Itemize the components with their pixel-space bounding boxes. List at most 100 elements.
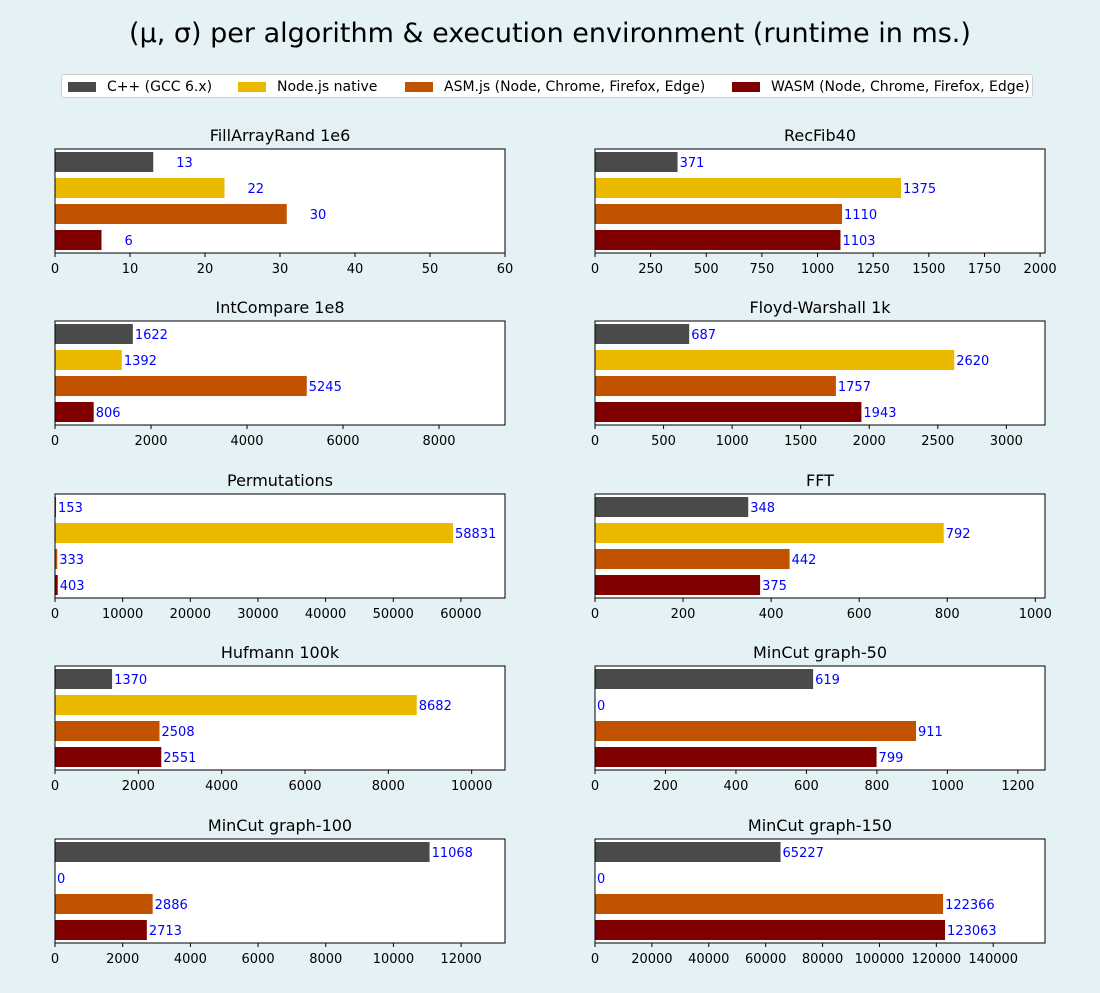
x-tick-label: 8000 — [309, 952, 342, 967]
x-tick-label: 40000 — [688, 952, 729, 967]
bar-value-label: 153 — [58, 501, 83, 516]
chart-panel: IntCompare 1e8 1622 1392 5245 806 0 2000 4000 60… — [51, 298, 506, 449]
chart-title: Hufmann 100k — [221, 643, 340, 662]
plot-frame — [54, 320, 506, 426]
x-tick-label: 800 — [864, 779, 889, 794]
x-tick-label: 1000 — [1019, 607, 1052, 622]
legend-item-asmjs: ASM.js (Node, Chrome, Firefox, Edge) — [405, 75, 705, 99]
x-tick-label: 10 — [122, 262, 139, 277]
bar-value-label: 5245 — [309, 380, 342, 395]
bar — [55, 204, 287, 224]
x-tick-label: 140000 — [968, 952, 1018, 967]
bar-value-label: 1943 — [863, 406, 896, 421]
chart-panel: Hufmann 100k 1370 8682 2508 2551 0 2000 4000 600… — [51, 643, 506, 794]
x-tick-label: 8000 — [372, 779, 405, 794]
legend-label-nodejs: Node.js native — [277, 79, 378, 95]
bar — [595, 842, 781, 862]
bar — [595, 721, 917, 741]
x-tick-label: 20 — [197, 262, 214, 277]
bar — [55, 920, 147, 940]
chart-panel: MinCut graph-50 619 0 911 799 0 200 400 600 800 10… — [591, 643, 1046, 794]
chart-title: Permutations — [227, 471, 333, 490]
bar-value-label: 0 — [57, 872, 65, 887]
x-tick-label: 200 — [653, 779, 678, 794]
bar-value-label: 806 — [96, 406, 121, 421]
legend-item-wasm: WASM (Node, Chrome, Firefox, Edge) — [732, 75, 1030, 99]
chart-panel: MinCut graph-150 65227 0 122366 123063 0 20000… — [591, 816, 1046, 967]
x-tick-label: 2000 — [134, 434, 167, 449]
x-tick-label: 0 — [591, 434, 599, 449]
bar-value-label: 442 — [792, 553, 817, 568]
chart-title: FFT — [806, 471, 834, 490]
bar-value-label: 371 — [680, 156, 705, 171]
x-tick-label: 0 — [591, 262, 599, 277]
x-tick-label: 1000 — [931, 779, 964, 794]
bar-value-label: 2620 — [956, 354, 989, 369]
chart-title: MinCut graph-100 — [208, 816, 352, 835]
bar — [55, 376, 307, 396]
bar-value-label: 0 — [597, 699, 605, 714]
bar — [55, 695, 417, 715]
bar-value-label: 792 — [946, 527, 971, 542]
bar — [55, 402, 94, 422]
bar-value-label: 2551 — [163, 751, 196, 766]
plot-frame — [594, 838, 1046, 944]
x-tick-label: 1000 — [801, 262, 834, 277]
x-tick-label: 800 — [935, 607, 960, 622]
chart-title: FillArrayRand 1e6 — [210, 126, 351, 145]
legend-swatch-nodejs — [238, 82, 266, 92]
bar — [55, 747, 162, 767]
x-tick-label: 500 — [694, 262, 719, 277]
bar — [55, 721, 160, 741]
x-tick-label: 0 — [51, 262, 59, 277]
x-tick-label: 2000 — [853, 434, 886, 449]
x-tick-label: 600 — [847, 607, 872, 622]
x-tick-label: 40000 — [305, 607, 346, 622]
plot-frame — [594, 665, 1046, 771]
x-tick-label: 400 — [724, 779, 749, 794]
x-tick-label: 60 — [497, 262, 514, 277]
legend-item-cpp: C++ (GCC 6.x) — [68, 75, 212, 99]
plot-frame — [54, 838, 506, 944]
x-tick-label: 1500 — [912, 262, 945, 277]
bar-value-label: 911 — [918, 725, 943, 740]
x-tick-label: 50000 — [373, 607, 414, 622]
bar-value-label: 13 — [176, 156, 193, 171]
bar — [595, 152, 678, 172]
bar — [55, 152, 154, 172]
x-tick-label: 0 — [591, 779, 599, 794]
x-tick-label: 10000 — [451, 779, 492, 794]
legend-swatch-wasm — [732, 82, 760, 92]
legend-label-cpp: C++ (GCC 6.x) — [107, 79, 213, 95]
x-tick-label: 50 — [422, 262, 439, 277]
bar — [55, 523, 453, 543]
x-tick-label: 2500 — [921, 434, 954, 449]
x-tick-label: 500 — [651, 434, 676, 449]
x-tick-label: 0 — [51, 779, 59, 794]
bar — [55, 894, 153, 914]
bar-value-label: 1103 — [842, 234, 875, 249]
bar-value-label: 8682 — [419, 699, 452, 714]
plot-frame — [594, 148, 1046, 254]
x-tick-label: 60000 — [440, 607, 481, 622]
legend-item-nodejs: Node.js native — [238, 75, 377, 99]
x-tick-label: 120000 — [912, 952, 962, 967]
bar — [55, 178, 225, 198]
bar — [55, 575, 58, 595]
bar-value-label: 1622 — [135, 328, 168, 343]
bar — [595, 178, 902, 198]
x-tick-label: 0 — [51, 952, 59, 967]
x-tick-label: 0 — [591, 607, 599, 622]
bar-value-label: 1392 — [124, 354, 157, 369]
x-tick-label: 2000 — [106, 952, 139, 967]
x-tick-label: 600 — [794, 779, 819, 794]
x-tick-label: 0 — [51, 607, 59, 622]
bar-value-label: 333 — [59, 553, 84, 568]
x-tick-label: 10000 — [373, 952, 414, 967]
bar-value-label: 6 — [125, 234, 133, 249]
x-tick-label: 30 — [272, 262, 289, 277]
bar — [595, 204, 843, 224]
bar — [595, 894, 944, 914]
